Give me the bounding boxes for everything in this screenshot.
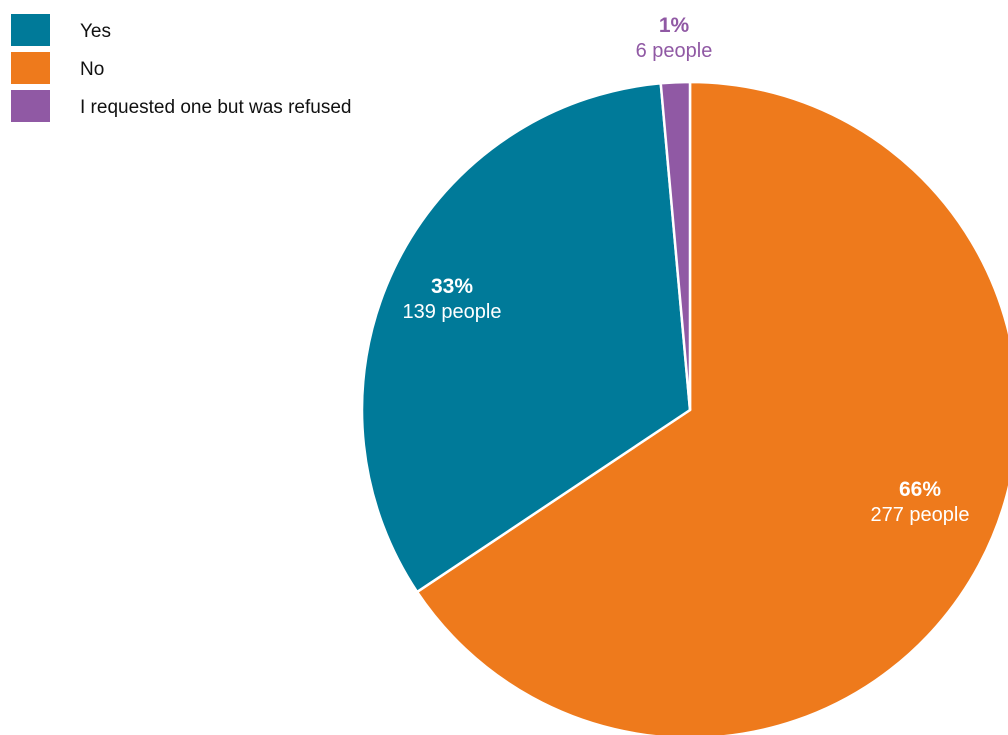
slice-percent-refused: 1% <box>659 14 690 37</box>
legend-swatch-yes <box>11 14 50 46</box>
legend-swatch-refused <box>11 90 50 122</box>
pie-slice-yes <box>360 82 692 594</box>
slice-count-refused: 6 people <box>636 40 713 62</box>
slice-percent-yes: 33% <box>431 275 473 298</box>
slice-label-refused: 1% 6 people <box>636 14 713 62</box>
legend-label-refused: I requested one but was refused <box>80 97 352 118</box>
legend-swatch-no <box>11 52 50 84</box>
slice-count-no: 277 people <box>871 504 970 526</box>
slice-percent-no: 66% <box>899 478 941 501</box>
slice-count-yes: 139 people <box>403 301 502 323</box>
legend-label-yes: Yes <box>80 21 111 42</box>
pie-slice-refused <box>659 80 692 412</box>
slice-label-no: 66% 277 people <box>871 478 970 526</box>
pie-slice-no <box>415 80 1008 735</box>
legend-label-no: No <box>80 59 105 80</box>
slice-label-yes: 33% 139 people <box>403 275 502 323</box>
